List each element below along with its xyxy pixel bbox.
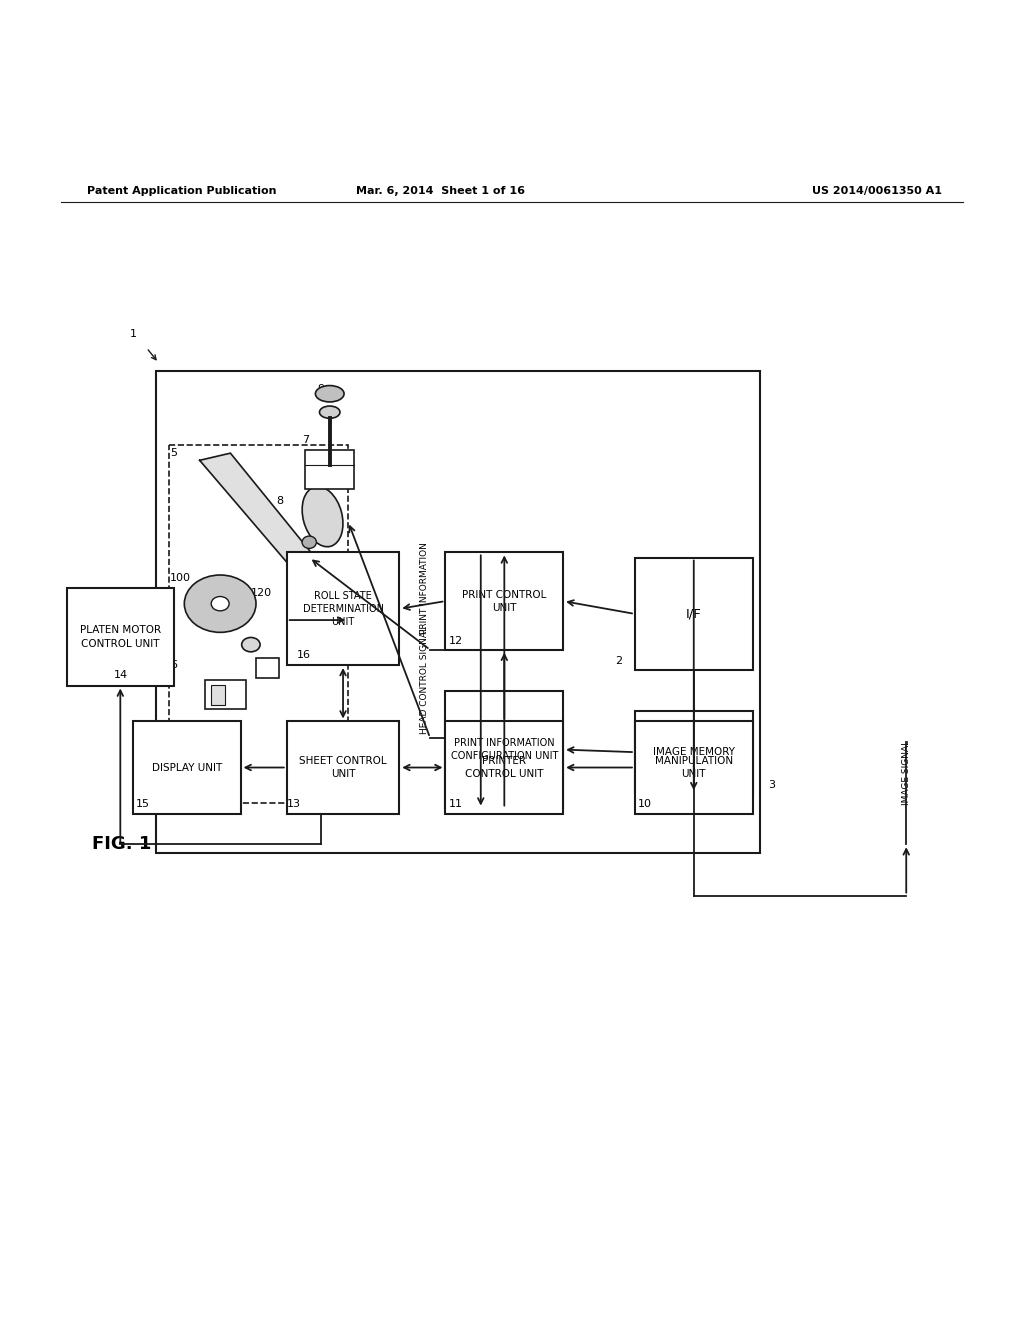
Text: 7: 7 xyxy=(302,434,309,445)
Text: 4: 4 xyxy=(502,793,508,804)
Text: 11: 11 xyxy=(449,800,463,809)
Bar xyxy=(133,722,241,813)
Text: DISPLAY UNIT: DISPLAY UNIT xyxy=(152,763,222,772)
Bar xyxy=(287,553,399,665)
Polygon shape xyxy=(200,453,328,579)
Bar xyxy=(445,553,563,649)
Text: 2: 2 xyxy=(615,656,623,667)
Text: PRINT INFORMATION: PRINT INFORMATION xyxy=(421,543,429,634)
Ellipse shape xyxy=(302,536,316,548)
Bar xyxy=(205,681,246,709)
Bar xyxy=(211,685,225,705)
Text: Mar. 6, 2014  Sheet 1 of 16: Mar. 6, 2014 Sheet 1 of 16 xyxy=(355,186,525,195)
Text: PRINT CONTROL
UNIT: PRINT CONTROL UNIT xyxy=(462,590,547,612)
Text: 6: 6 xyxy=(170,660,177,671)
Text: 5: 5 xyxy=(170,449,177,458)
Ellipse shape xyxy=(184,576,256,632)
Text: 8: 8 xyxy=(276,496,284,507)
Text: 10: 10 xyxy=(638,800,652,809)
Text: 1: 1 xyxy=(130,330,137,339)
Text: FIG. 1: FIG. 1 xyxy=(92,836,152,853)
Text: IMAGE MEMORY: IMAGE MEMORY xyxy=(652,747,735,758)
Text: Patent Application Publication: Patent Application Publication xyxy=(87,186,276,195)
Text: PRINTER
CONTROL UNIT: PRINTER CONTROL UNIT xyxy=(465,756,544,779)
Text: 16: 16 xyxy=(297,649,311,660)
Text: ROLL STATE
DETERMINATION
UNIT: ROLL STATE DETERMINATION UNIT xyxy=(302,590,384,627)
Text: HEAD CONTROL SIGNAL: HEAD CONTROL SIGNAL xyxy=(421,627,429,734)
Text: MANIPULATION
UNIT: MANIPULATION UNIT xyxy=(654,756,733,779)
Ellipse shape xyxy=(211,597,229,611)
Text: US 2014/0061350 A1: US 2014/0061350 A1 xyxy=(812,186,942,195)
Text: SHEET CONTROL
UNIT: SHEET CONTROL UNIT xyxy=(299,756,387,779)
Bar xyxy=(67,589,174,685)
Text: IMAGE SIGNAL: IMAGE SIGNAL xyxy=(902,741,910,805)
Text: PLATEN MOTOR
CONTROL UNIT: PLATEN MOTOR CONTROL UNIT xyxy=(80,626,161,648)
Text: PRINT INFORMATION
CONFIGURATION UNIT: PRINT INFORMATION CONFIGURATION UNIT xyxy=(451,738,558,762)
Bar xyxy=(169,445,348,804)
Bar xyxy=(635,711,753,793)
Text: I/F: I/F xyxy=(686,607,701,620)
Bar xyxy=(305,450,354,488)
Text: 3: 3 xyxy=(768,780,775,789)
Text: 14: 14 xyxy=(114,671,128,680)
Ellipse shape xyxy=(315,385,344,403)
Text: 15: 15 xyxy=(136,800,151,809)
Bar xyxy=(256,657,279,678)
Text: 13: 13 xyxy=(287,800,301,809)
Text: 12: 12 xyxy=(449,635,463,645)
Text: 120: 120 xyxy=(251,589,272,598)
Ellipse shape xyxy=(302,487,343,546)
Ellipse shape xyxy=(319,407,340,418)
Text: 9: 9 xyxy=(317,384,325,393)
Bar xyxy=(445,690,563,808)
Ellipse shape xyxy=(242,638,260,652)
Bar xyxy=(635,722,753,813)
Text: 100: 100 xyxy=(170,573,191,583)
Bar xyxy=(156,371,760,853)
Bar xyxy=(635,557,753,671)
Bar xyxy=(287,722,399,813)
Bar xyxy=(445,722,563,813)
